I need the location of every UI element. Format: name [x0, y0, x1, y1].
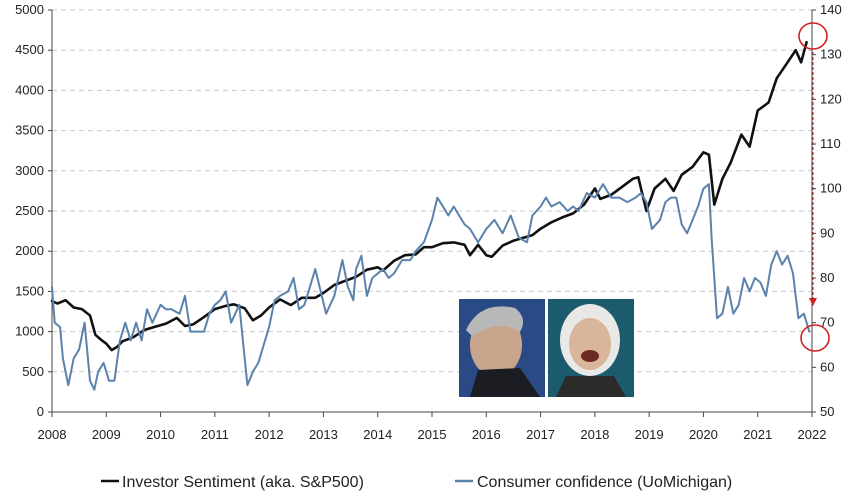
x-tick-label: 2008	[38, 427, 67, 442]
grid-lines	[52, 9, 812, 373]
x-tick-label: 2014	[363, 427, 392, 442]
photo-left	[459, 299, 545, 397]
highlight-circle-top	[798, 22, 828, 50]
y-left-tick-label: 2000	[15, 243, 44, 258]
y-left-tick-label: 2500	[15, 203, 44, 218]
legend-label-sp500: Investor Sentiment (aka. S&P500)	[122, 474, 364, 491]
y-left-tick-label: 500	[22, 364, 44, 379]
photo-right	[548, 299, 634, 397]
x-tick-label: 2021	[743, 427, 772, 442]
y-left-tick-label: 0	[37, 404, 44, 419]
x-tick-label: 2012	[255, 427, 284, 442]
y-right-tick-label: 50	[820, 404, 834, 419]
y-left-tick-label: 5000	[15, 2, 44, 17]
y-right-tick-label: 80	[820, 270, 834, 285]
x-tick-label: 2020	[689, 427, 718, 442]
y-left-tick-label: 4500	[15, 42, 44, 57]
x-tick-label: 2010	[146, 427, 175, 442]
x-tick-label: 2013	[309, 427, 338, 442]
x-tick-label: 2018	[580, 427, 609, 442]
y-right-tick-label: 140	[820, 2, 842, 17]
legend: Investor Sentiment (aka. S&P500) Consume…	[101, 474, 732, 491]
annotation-arrow-head	[809, 298, 817, 306]
x-tick-label: 2017	[526, 427, 555, 442]
y-right-tick-label: 110	[820, 136, 841, 151]
y-right-tick-label: 90	[820, 225, 834, 240]
highlight-circle-bottom	[800, 324, 830, 352]
y-left-tick-label: 1500	[15, 283, 44, 298]
y-right-tick-label: 130	[820, 47, 842, 62]
axes: 0 500 1000 1500 2000 2500 3000 3500 4000 4500 5000…	[15, 2, 842, 442]
x-tick-label: 2011	[201, 427, 229, 442]
y-right-tick-label: 70	[820, 315, 834, 330]
y-left-tick-label: 1000	[15, 324, 44, 339]
y-left-tick-label: 4000	[15, 82, 44, 97]
x-tick-label: 2015	[418, 427, 447, 442]
y-right-tick-label: 100	[820, 181, 842, 196]
x-tick-label: 2016	[472, 427, 501, 442]
y-right-tick-label: 120	[820, 91, 842, 106]
y-right-tick-label: 60	[820, 359, 834, 374]
series-line-consumer-confidence	[51, 183, 811, 391]
series-lines	[50, 40, 811, 391]
x-tick-label: 2009	[92, 427, 121, 442]
y-left-tick-label: 3000	[15, 163, 44, 178]
series-line-sp500	[50, 40, 808, 352]
y-left-tick-label: 3500	[15, 123, 44, 138]
legend-label-consumer-confidence: Consumer confidence (UoMichigan)	[477, 474, 732, 491]
x-tick-label: 2019	[635, 427, 664, 442]
x-tick-label: 2022	[798, 427, 827, 442]
